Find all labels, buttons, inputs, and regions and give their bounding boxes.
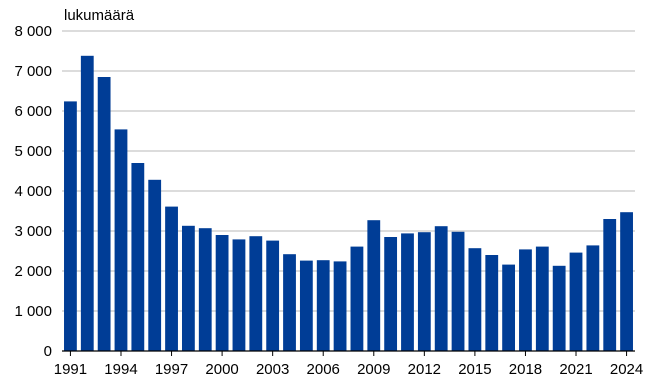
bar-2003 <box>266 240 280 351</box>
bar-2010 <box>384 237 398 351</box>
bar-1994 <box>114 129 128 351</box>
x-tick-label: 2024 <box>610 361 643 378</box>
bar-2019 <box>535 246 549 351</box>
x-tick-label: 1991 <box>54 361 87 378</box>
x-tick-label: 2006 <box>307 361 340 378</box>
bar-2013 <box>434 226 448 351</box>
bars <box>64 55 633 352</box>
x-tick-label: 2021 <box>559 361 592 378</box>
bar-2024 <box>620 212 633 351</box>
bar-2004 <box>283 254 296 351</box>
x-tick-label: 2009 <box>357 361 390 378</box>
bar-2001 <box>232 239 246 351</box>
y-tick-label: 4 000 <box>14 183 52 200</box>
bar-2009 <box>367 220 381 351</box>
bar-1998 <box>181 225 195 351</box>
y-axis-tick-labels: 0 1 000 2 000 3 000 4 000 5 000 6 000 7 000 8 00… <box>14 23 52 360</box>
y-tick-label: 2 000 <box>14 263 52 280</box>
y-tick-label: 6 000 <box>14 103 52 120</box>
bar-2023 <box>603 219 617 351</box>
bar-2022 <box>586 245 600 351</box>
gridlines <box>62 30 635 312</box>
y-tick-label: 8 000 <box>14 23 52 40</box>
bar-2007 <box>333 261 347 351</box>
y-tick-label: 3 000 <box>14 223 52 240</box>
bar-2021 <box>569 252 583 351</box>
bar-2002 <box>249 236 263 351</box>
x-tick-label: 1997 <box>155 361 188 378</box>
x-tick-label: 2018 <box>509 361 542 378</box>
y-tick-label: 7 000 <box>14 63 52 80</box>
bar-2014 <box>451 231 465 351</box>
bar-2018 <box>519 249 532 351</box>
bar-2000 <box>215 235 229 351</box>
x-tick-label: 2015 <box>458 361 491 378</box>
bar-1995 <box>131 163 145 351</box>
bar-1992 <box>80 55 94 352</box>
bar-2016 <box>485 255 499 351</box>
bar-1997 <box>165 206 178 351</box>
bar-2008 <box>350 246 364 351</box>
bar-2011 <box>401 233 414 351</box>
bar-1991 <box>64 101 77 352</box>
x-tick-label: 2003 <box>256 361 289 378</box>
bar-1999 <box>198 228 212 351</box>
bar-2020 <box>552 265 566 351</box>
x-tick-label: 1994 <box>104 361 137 378</box>
bar-1996 <box>148 179 162 351</box>
x-tick-label: 2012 <box>408 361 441 378</box>
y-tick-label: 0 <box>44 343 52 360</box>
bar-2017 <box>502 264 516 351</box>
y-tick-label: 1 000 <box>14 303 52 320</box>
bar-2005 <box>299 260 313 351</box>
bar-1993 <box>97 77 111 351</box>
bar-2015 <box>468 248 482 351</box>
bar-2012 <box>417 232 431 351</box>
x-axis-tick-labels: 1991 1994 1997 2000 2003 2006 2009 2012 2015 2018… <box>54 351 643 378</box>
bar-2006 <box>316 260 330 351</box>
y-tick-label: 5 000 <box>14 143 52 160</box>
x-tick-label: 2000 <box>205 361 238 378</box>
y-axis-unit-label: lukumäärä <box>64 7 135 24</box>
